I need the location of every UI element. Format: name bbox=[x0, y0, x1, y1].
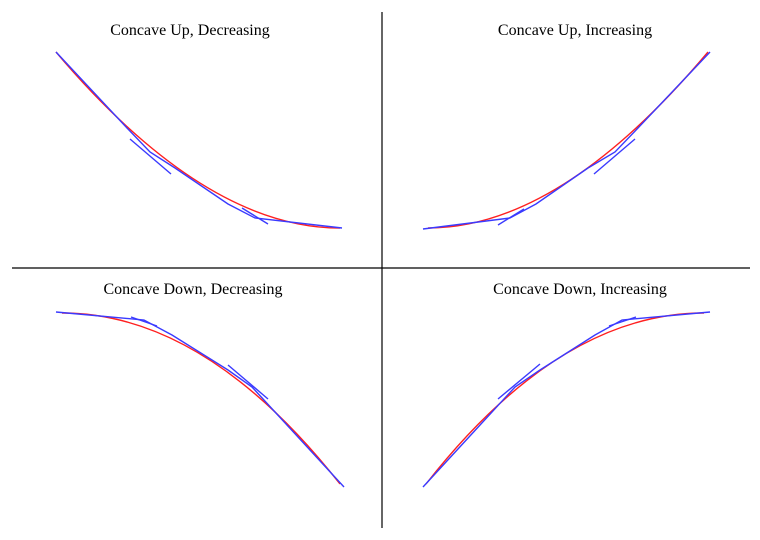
blue-tangent-polyline bbox=[55, 311, 345, 488]
quadrant-concave-down-increasing bbox=[422, 311, 711, 488]
quadrant-concave-up-increasing bbox=[422, 51, 711, 230]
quadrant-title-concave-up-increasing: Concave Up, Increasing bbox=[497, 22, 653, 39]
tangent-line-segment bbox=[497, 363, 541, 400]
quadrant-title-concave-down-increasing: Concave Down, Increasing bbox=[493, 281, 667, 298]
tangent-line-segment bbox=[608, 316, 637, 327]
blue-tangent-polyline bbox=[55, 51, 343, 229]
tangent-line-segment bbox=[497, 208, 525, 226]
red-curve bbox=[427, 51, 709, 229]
red-curve bbox=[61, 312, 341, 485]
tangent-line-segment bbox=[129, 138, 172, 175]
blue-tangent-polyline bbox=[422, 51, 711, 230]
quadrant-title-concave-up-decreasing: Concave Up, Decreasing bbox=[110, 22, 270, 39]
tangent-line-segment bbox=[130, 316, 158, 327]
tangent-line-segment bbox=[227, 364, 269, 400]
quadrant-concave-up-decreasing bbox=[55, 51, 343, 229]
quadrant-dividers bbox=[12, 12, 750, 528]
blue-tangent-polyline bbox=[422, 311, 711, 488]
red-curve bbox=[425, 312, 705, 485]
quadrant-title-concave-down-decreasing: Concave Down, Decreasing bbox=[103, 281, 283, 298]
red-curve bbox=[55, 51, 341, 229]
tangent-line-segment bbox=[241, 207, 269, 225]
quadrant-concave-down-decreasing bbox=[55, 311, 345, 488]
tangent-line-segment bbox=[593, 138, 636, 175]
